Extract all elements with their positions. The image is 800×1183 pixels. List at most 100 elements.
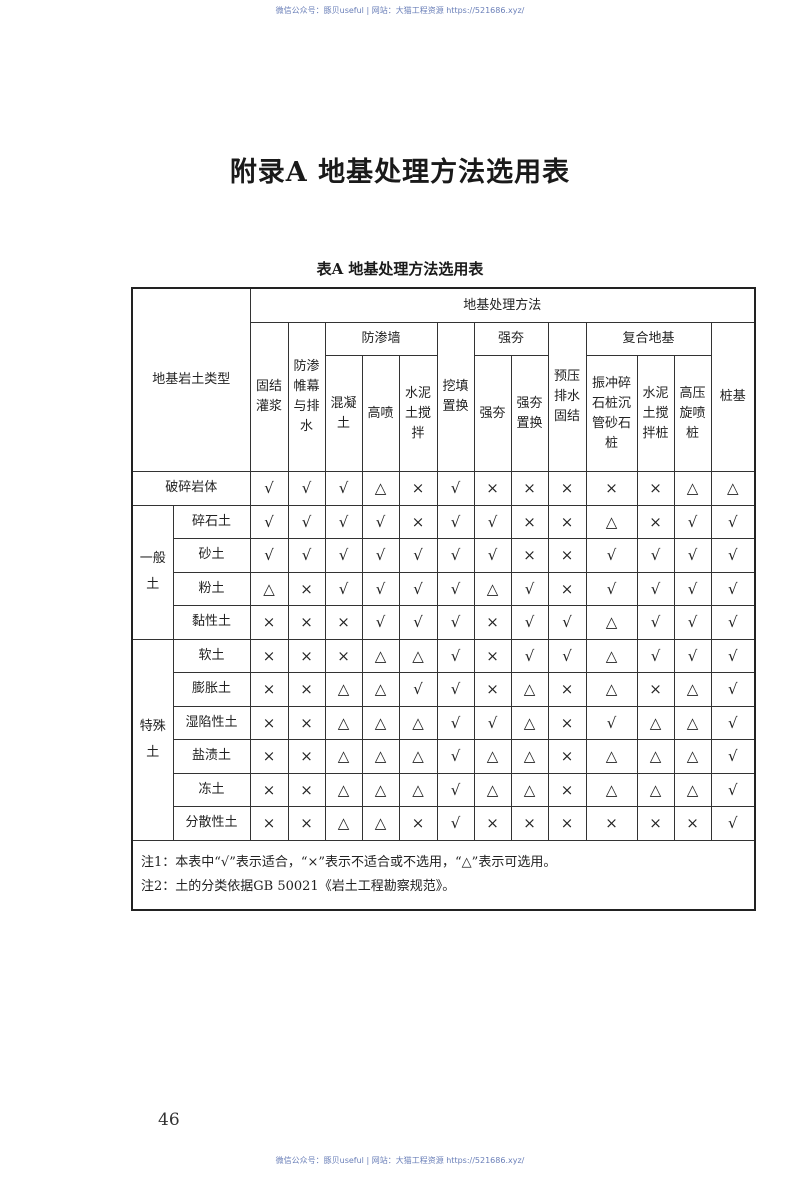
table-row: 冻土 × × △ △ △ √ △ △ × △ △ △ √ xyxy=(132,772,756,807)
suitability-cell: × xyxy=(636,672,675,707)
suitability-cell: √ xyxy=(361,571,400,606)
col-header: 水泥土搅拌桩 xyxy=(636,355,675,472)
suitability-cell: √ xyxy=(510,638,549,673)
table-row: 黏性土 × × × √ √ √ × √ √ △ √ √ √ xyxy=(132,605,756,640)
suitability-cell: √ xyxy=(673,504,712,539)
suitability-cell: × xyxy=(287,605,326,640)
suitability-cell: √ xyxy=(636,605,675,640)
watermark-bottom: 微信公众号：豚贝useful | 网站：大猫工程资源 https://52168… xyxy=(275,1156,525,1165)
suitability-cell: √ xyxy=(436,605,475,640)
suitability-cell: △ xyxy=(585,638,638,673)
suitability-cell: √ xyxy=(710,806,756,841)
col-header: 挖填置换 xyxy=(436,322,475,472)
row-label: 砂土 xyxy=(172,538,251,573)
suitability-cell: √ xyxy=(398,672,438,707)
group-header-dynamic: 强夯 xyxy=(473,322,549,356)
suitability-cell: √ xyxy=(636,638,675,673)
suitability-cell: △ xyxy=(324,705,363,740)
suitability-cell: △ xyxy=(249,571,289,606)
suitability-cell: √ xyxy=(710,739,756,774)
suitability-cell: △ xyxy=(361,672,400,707)
page-number: 46 xyxy=(158,1110,180,1130)
suitability-cell: × xyxy=(547,471,587,506)
suitability-cell: △ xyxy=(361,471,400,506)
suitability-cell: △ xyxy=(673,471,712,506)
col-header: 高喷 xyxy=(361,355,400,472)
row-label: 破碎岩体 xyxy=(131,471,251,506)
suitability-cell: √ xyxy=(287,471,326,506)
suitability-cell: △ xyxy=(510,739,549,774)
suitability-cell: √ xyxy=(710,772,756,807)
suitability-cell: × xyxy=(510,471,549,506)
suitability-cell: √ xyxy=(398,538,438,573)
table-row: 一般土 碎石土 √ √ √ √ × √ √ × × △ × √ √ xyxy=(131,504,756,640)
suitability-cell: △ xyxy=(636,772,675,807)
suitability-cell: × xyxy=(287,739,326,774)
suitability-cell: × xyxy=(287,672,326,707)
page-title: 附录A 地基处理方法选用表 xyxy=(229,157,571,188)
group-header-cutoff-wall: 防渗墙 xyxy=(324,322,438,356)
suitability-cell: × xyxy=(287,571,326,606)
suitability-cell: √ xyxy=(324,504,363,539)
suitability-cell: △ xyxy=(636,705,675,740)
suitability-cell: √ xyxy=(436,638,475,673)
table-row: 特殊土 软土 × × × △ △ √ × √ √ △ √ √ √ xyxy=(131,638,756,841)
suitability-cell: √ xyxy=(436,772,475,807)
suitability-cell: √ xyxy=(585,571,638,606)
suitability-cell: × xyxy=(287,806,326,841)
suitability-cell: × xyxy=(473,471,512,506)
row-label: 软土 xyxy=(172,638,251,673)
row-label: 分散性土 xyxy=(172,806,251,841)
suitability-cell: √ xyxy=(710,605,756,640)
suitability-cell: △ xyxy=(673,739,712,774)
suitability-cell: △ xyxy=(324,772,363,807)
suitability-cell: √ xyxy=(710,504,756,539)
suitability-cell: × xyxy=(287,705,326,740)
table-row: 砂土 √ √ √ √ √ √ √ × × √ √ √ √ xyxy=(132,538,756,573)
suitability-cell: × xyxy=(636,504,675,539)
suitability-cell: × xyxy=(510,504,549,539)
suitability-cell: √ xyxy=(324,471,363,506)
suitability-cell: △ xyxy=(398,705,438,740)
suitability-cell: △ xyxy=(398,638,438,673)
category-general: 一般土 xyxy=(131,504,174,640)
suitability-cell: × xyxy=(547,571,587,606)
suitability-cell: △ xyxy=(361,739,400,774)
suitability-cell: √ xyxy=(398,605,438,640)
table-row: 湿陷性土 × × △ △ △ √ √ △ × √ △ △ √ xyxy=(132,705,756,740)
row-label: 碎石土 xyxy=(172,504,251,539)
suitability-cell: √ xyxy=(249,471,289,506)
suitability-cell: × xyxy=(636,806,675,841)
col-header: 固结灌浆 xyxy=(249,322,289,472)
suitability-cell: √ xyxy=(361,538,400,573)
suitability-cell: △ xyxy=(361,806,400,841)
suitability-cell: √ xyxy=(436,471,475,506)
table-notes: 注1：本表中“√”表示适合，“×”表示不适合或不选用，“△”表示可选用。 注2：土… xyxy=(131,839,756,910)
suitability-cell: √ xyxy=(673,605,712,640)
row-label: 盐渍土 xyxy=(172,739,251,774)
suitability-cell: √ xyxy=(436,672,475,707)
suitability-cell: × xyxy=(547,672,587,707)
suitability-cell: × xyxy=(673,806,712,841)
col-header: 水泥土搅拌 xyxy=(398,355,438,472)
suitability-cell: △ xyxy=(585,772,638,807)
suitability-cell: √ xyxy=(473,705,512,740)
suitability-cell: × xyxy=(249,638,289,673)
suitability-cell: × xyxy=(585,806,638,841)
suitability-cell: √ xyxy=(436,739,475,774)
suitability-cell: × xyxy=(287,772,326,807)
suitability-cell: × xyxy=(324,638,363,673)
suitability-cell: √ xyxy=(324,571,363,606)
col-header: 强夯 xyxy=(473,355,512,472)
suitability-cell: √ xyxy=(585,705,638,740)
suitability-cell: √ xyxy=(547,605,587,640)
suitability-cell: △ xyxy=(510,772,549,807)
suitability-cell: √ xyxy=(436,571,475,606)
suitability-cell: √ xyxy=(510,571,549,606)
suitability-cell: × xyxy=(249,705,289,740)
col-header: 振冲碎石桩沉管砂石桩 xyxy=(585,355,638,472)
col-header: 强夯置换 xyxy=(510,355,549,472)
row-label: 冻土 xyxy=(172,772,251,807)
suitability-cell: △ xyxy=(636,739,675,774)
suitability-cell: √ xyxy=(436,705,475,740)
